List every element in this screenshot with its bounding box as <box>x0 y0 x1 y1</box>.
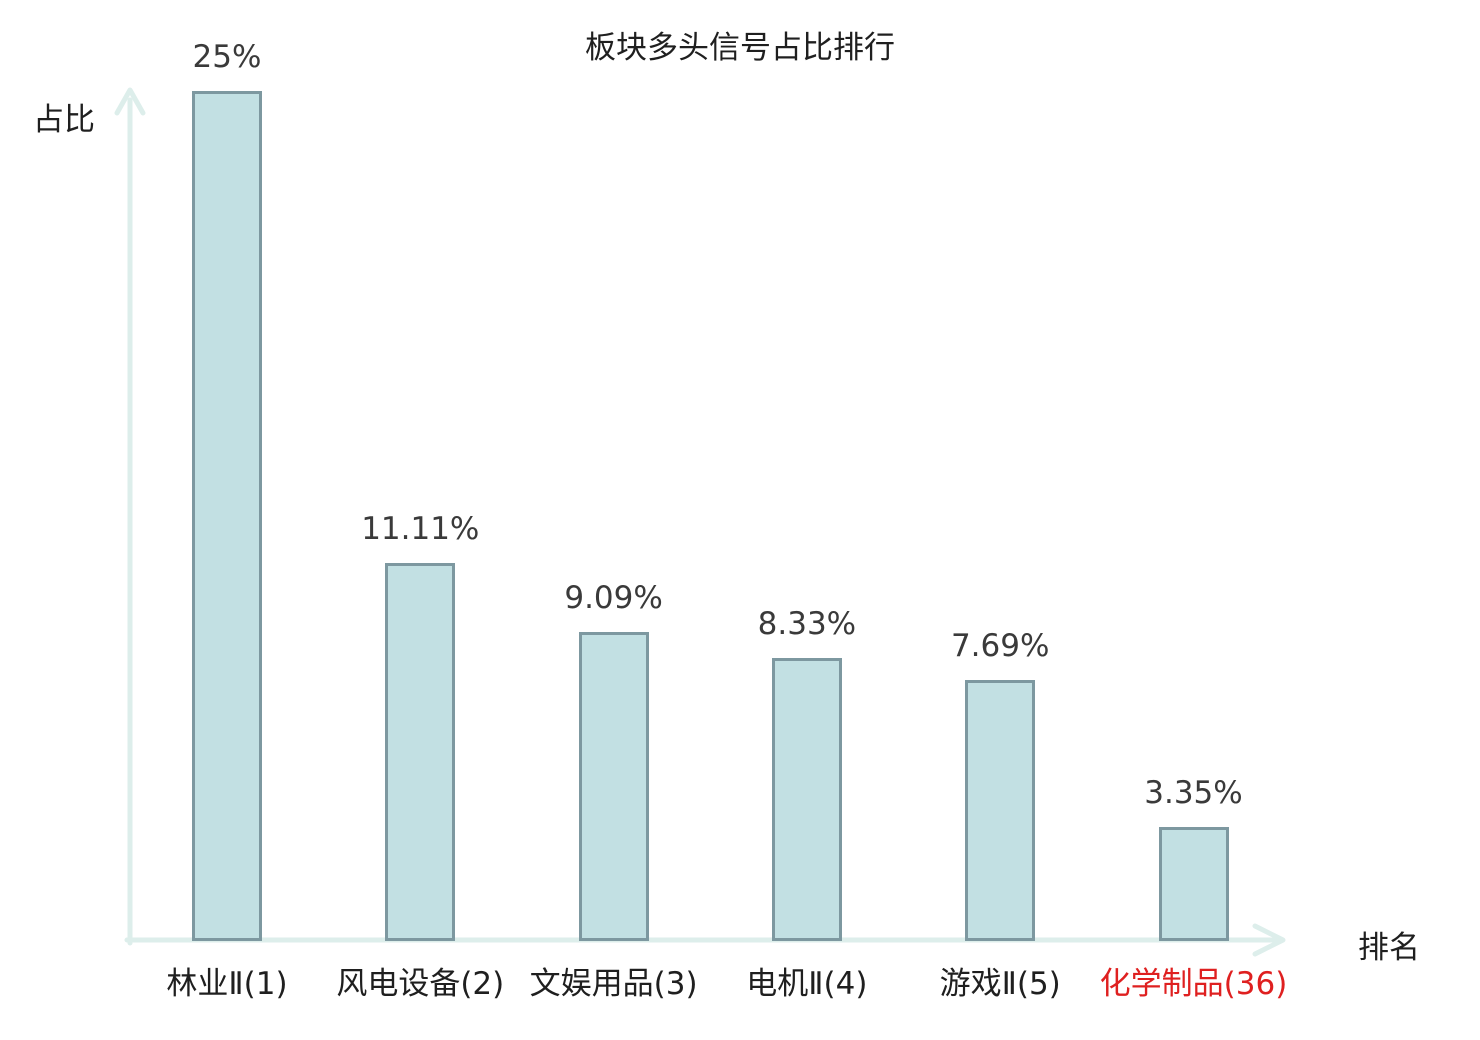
bar <box>1158 827 1229 941</box>
y-axis-arrow-icon <box>114 87 146 116</box>
category-label: 风电设备(2) <box>336 966 505 1002</box>
bar <box>192 91 262 941</box>
bar <box>771 658 842 941</box>
bar-value-label: 25% <box>192 39 262 75</box>
x-axis-label: 排名 <box>1358 930 1420 966</box>
category-label: 文娱用品(3) <box>529 966 698 1002</box>
category-label: 电机Ⅱ(4) <box>746 966 868 1002</box>
bar <box>385 563 456 941</box>
bar-value-label: 11.11% <box>361 511 480 547</box>
category-label: 游戏Ⅱ(5) <box>939 966 1061 1002</box>
y-axis <box>114 87 146 946</box>
bar <box>578 632 649 941</box>
x-axis <box>124 923 1286 957</box>
x-axis-arrow-icon <box>1252 923 1286 957</box>
bar <box>965 680 1036 941</box>
bar-value-label: 7.69% <box>950 628 1050 664</box>
bar-value-label: 3.35% <box>1144 775 1243 811</box>
category-label-highlighted: 化学制品(36) <box>1099 966 1288 1002</box>
category-label: 林业Ⅱ(1) <box>166 966 288 1002</box>
y-axis-label: 占比 <box>33 102 95 138</box>
chart-title: 板块多头信号占比排行 <box>585 30 895 66</box>
bar-value-label: 9.09% <box>564 580 663 616</box>
bar-value-label: 8.33% <box>757 606 857 642</box>
